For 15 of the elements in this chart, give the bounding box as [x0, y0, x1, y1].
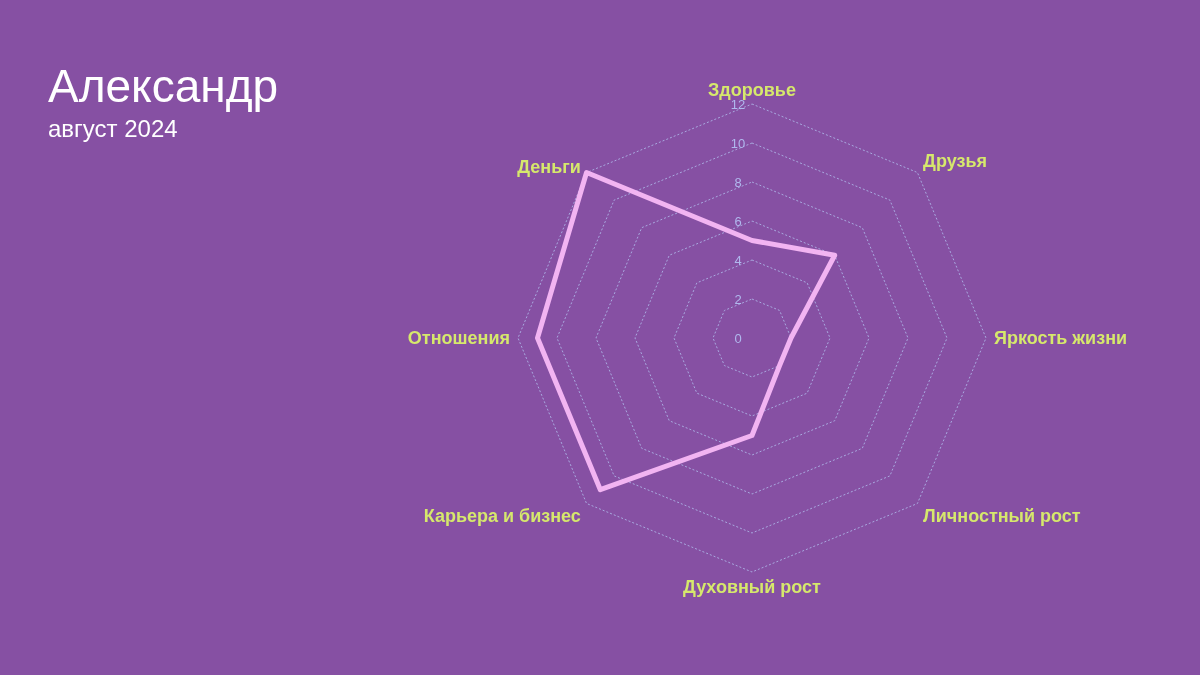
spoke-label: Отношения [407, 328, 510, 349]
spoke-label: Личностный рост [923, 505, 1081, 526]
text: август 2024 [48, 114, 179, 144]
chart-title: Александр [48, 59, 279, 114]
spoke-label: Карьера и бизнес [423, 505, 581, 526]
y-tick-label: 0 [734, 330, 742, 346]
spoke-label: Духовный рост [683, 576, 822, 597]
spoke-label: Деньги [517, 157, 581, 178]
y-tick-label: 10 [730, 135, 746, 151]
y-tick-label: 6 [734, 213, 742, 229]
spoke-label: Яркость жизни [994, 328, 1128, 349]
y-tick-label: 8 [734, 174, 742, 190]
spoke-label: Друзья [923, 150, 987, 171]
y-tick-label: 4 [734, 252, 742, 268]
y-tick-label: 2 [734, 291, 742, 307]
